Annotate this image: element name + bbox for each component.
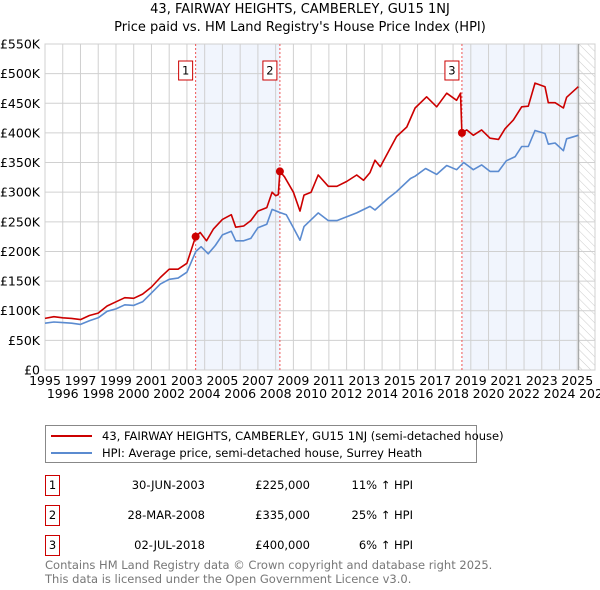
y-tick-label: £300K [0,185,41,200]
sale-price: £335,000 [255,508,310,522]
x-tick-label: 2014 [366,386,398,401]
x-tick-label: 2010 [295,386,327,401]
sale-label: 1 [182,64,189,78]
x-tick-label: 1998 [82,386,114,401]
legend: 43, FAIRWAY HEIGHTS, CAMBERLEY, GU15 1NJ… [45,425,504,463]
y-tick-label: £500K [0,66,41,81]
y-tick-label: £550K [0,37,41,52]
footer-licence: This data is licensed under the Open Gov… [45,572,412,586]
y-tick-label: £350K [0,155,41,170]
x-tick-label: 2021 [490,373,522,388]
legend-swatch-red [51,435,92,437]
sale-date: 30-JUN-2003 [131,478,205,492]
sale-label-box [444,60,460,81]
x-tick-label: 2015 [384,373,416,388]
sale-number-badge: 3 [45,535,60,556]
y-tick-label: £450K [0,96,41,111]
x-tick-label: 2017 [419,373,451,388]
price-series-line [44,82,579,321]
sale-label: 2 [266,64,273,78]
future-hatch-region [578,44,595,370]
chart-subtitle: Price paid vs. HM Land Registry's House … [114,20,486,35]
plot-frame [44,43,596,371]
legend-item-property: 43, FAIRWAY HEIGHTS, CAMBERLEY, GU15 1NJ… [51,428,504,444]
x-tick-label: 2003 [171,373,203,388]
hpi-series-line [44,129,579,326]
sale-label-box [262,60,278,81]
x-tick-label: 1999 [100,373,132,388]
x-tick-label: 2020 [473,386,505,401]
y-tick-label: £400K [0,125,41,140]
x-tick-label: 2002 [153,386,185,401]
sale-point [457,128,466,137]
table-row: 1 30-JUN-2003 £225,000 11% ↑ HPI [45,475,445,496]
sale-label-box [178,60,194,81]
footer-copyright: Contains HM Land Registry data © Crown c… [45,558,493,572]
shaded-region [195,44,280,370]
x-tick-label: 1997 [65,373,97,388]
sale-number-badge: 1 [45,475,60,496]
x-tick-label: 2007 [242,373,274,388]
y-tick-label: £0 [24,363,40,378]
sale-hpi-diff: 25% ↑ HPI [351,508,413,522]
y-tick-label: £200K [0,244,41,259]
x-tick-label: 2013 [348,373,380,388]
y-tick-label: £50K [8,333,41,348]
sale-point [191,232,200,241]
x-tick-label: 2008 [260,386,292,401]
x-tick-label: 1996 [47,386,79,401]
chart-title: 43, FAIRWAY HEIGHTS, CAMBERLEY, GU15 1NJ [150,2,450,17]
y-tick-label: £250K [0,214,41,229]
chart-svg: 1995199619971998199920002001200220032004… [0,37,600,402]
y-tick-label: £100K [0,303,41,318]
legend-swatch-blue [51,452,92,454]
x-tick-label: 2004 [189,386,221,401]
shaded-region [461,44,579,370]
x-tick-label: 2009 [277,373,309,388]
x-tick-label: 2000 [118,386,150,401]
y-tick-label: £150K [0,274,41,289]
x-tick-label: 2025 [561,373,593,388]
table-row: 2 28-MAR-2008 £335,000 25% ↑ HPI [45,505,445,526]
sale-hpi-diff: 11% ↑ HPI [351,478,413,492]
sale-date: 02-JUL-2018 [134,538,205,552]
x-tick-label: 2026 [579,386,600,401]
x-tick-label: 2005 [207,373,239,388]
x-tick-label: 2022 [508,386,540,401]
x-tick-label: 2023 [526,373,558,388]
x-tick-label: 2001 [136,373,168,388]
x-tick-label: 2024 [544,386,576,401]
sale-number-badge: 2 [45,505,60,526]
x-tick-label: 2006 [224,386,256,401]
sale-date: 28-MAR-2008 [127,508,205,522]
x-tick-label: 1995 [29,373,61,388]
sale-label: 3 [448,64,455,78]
legend-label: HPI: Average price, semi-detached house,… [102,446,423,460]
sale-hpi-diff: 6% ↑ HPI [358,538,413,552]
legend-item-hpi: HPI: Average price, semi-detached house,… [51,445,422,461]
x-tick-label: 2018 [437,386,469,401]
x-tick-label: 2016 [402,386,434,401]
legend-label: 43, FAIRWAY HEIGHTS, CAMBERLEY, GU15 1NJ… [102,429,504,443]
x-tick-label: 2011 [313,373,345,388]
sale-price: £400,000 [255,538,310,552]
sale-point [275,167,284,176]
sale-price: £225,000 [255,478,310,492]
table-row: 3 02-JUL-2018 £400,000 6% ↑ HPI [45,535,445,556]
x-tick-label: 2012 [331,386,363,401]
x-tick-label: 2019 [455,373,487,388]
